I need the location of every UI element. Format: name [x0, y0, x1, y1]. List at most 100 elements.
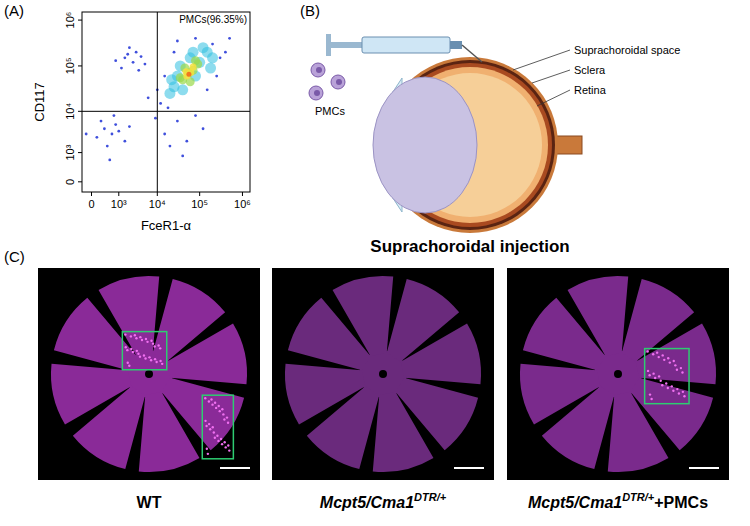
point [228, 37, 231, 40]
mast-cell [141, 339, 143, 341]
point [198, 42, 209, 53]
retina-label: WT [137, 494, 162, 511]
x-tick [91, 192, 92, 196]
point [190, 63, 197, 70]
label-base: Mcpt5/Cma1 [528, 494, 622, 511]
y-tick-label: 10⁵ [64, 58, 76, 75]
point [111, 133, 114, 136]
mast-cell [207, 453, 209, 455]
cell-nucleus [316, 67, 322, 73]
cell-nucleus [336, 79, 342, 85]
retina-flatmount [51, 276, 247, 472]
scale-bar [454, 467, 484, 469]
mast-cell [215, 407, 217, 409]
mast-cell [661, 354, 663, 356]
mast-cell [154, 358, 156, 360]
cells-label: PMCs [315, 105, 345, 117]
x-tick [157, 192, 158, 196]
plunger-handle [326, 34, 331, 56]
point [123, 56, 126, 59]
mast-cell [155, 361, 157, 363]
label-base: Mcpt5/Cma1 [320, 494, 414, 511]
mast-cell [221, 443, 223, 445]
y-tick [78, 152, 82, 153]
mast-cell [682, 391, 684, 393]
mast-cell [223, 418, 225, 420]
mast-cell [667, 357, 669, 359]
cell [311, 63, 325, 77]
mast-cell [126, 349, 128, 351]
point [154, 117, 157, 120]
mast-cell [646, 350, 648, 352]
mast-cell [663, 359, 665, 361]
y-tick-label: 10⁴ [64, 103, 76, 120]
point [128, 125, 131, 128]
x-tick [242, 192, 243, 196]
y-tick [78, 20, 82, 21]
x-tick-label: 10⁴ [149, 198, 166, 210]
mast-cell [225, 446, 227, 448]
x-tick-label: 10⁵ [191, 198, 208, 210]
mast-cell [214, 402, 216, 404]
mast-cell [667, 387, 669, 389]
mast-cell [212, 426, 214, 428]
y-tick-label: 0 [64, 179, 76, 185]
mast-cell [669, 361, 671, 363]
image-ground [507, 268, 729, 480]
gate-line [157, 12, 158, 192]
panel-letter: (A) [4, 2, 24, 19]
y-tick-label: 10⁶ [64, 12, 76, 29]
point [114, 123, 117, 126]
diagram-title: Suprachoroidal injection [370, 237, 569, 256]
mast-cell [210, 398, 212, 400]
mast-cell [649, 393, 651, 395]
mast-cell [153, 345, 155, 347]
point [186, 72, 191, 77]
point [207, 52, 218, 63]
point [211, 43, 214, 46]
layer-label: Retina [574, 84, 607, 96]
figure: 010³10⁴10⁵10⁶010³10⁴10⁵10⁶FceR1-αCD117PM… [0, 0, 750, 526]
point [205, 63, 216, 74]
mast-cell [213, 431, 215, 433]
mast-cell [148, 356, 150, 358]
point [202, 127, 205, 130]
optic-disc [379, 370, 387, 378]
image-ground [38, 268, 260, 480]
point [173, 51, 176, 54]
mast-cell [130, 348, 132, 350]
point [219, 56, 222, 59]
mast-cell [209, 428, 211, 430]
mast-cell [673, 360, 675, 362]
point [140, 55, 143, 58]
needle [462, 45, 482, 62]
point [128, 46, 131, 49]
point [194, 114, 197, 117]
mast-cell [671, 385, 673, 387]
layer-label: Sclera [574, 64, 606, 76]
point [114, 59, 117, 62]
mast-cell [227, 422, 229, 424]
point [147, 96, 150, 99]
panel-letter: (B) [300, 2, 320, 19]
label-sup: DTR/+ [622, 491, 655, 503]
mast-cell [227, 444, 229, 446]
label-sup: DTR/+ [414, 491, 447, 503]
label-base: WT [137, 494, 162, 511]
gate-annotation: PMCs(96.35%) [179, 14, 247, 25]
mast-cell [139, 355, 141, 357]
panel-letter: (C) [4, 248, 25, 265]
point [224, 51, 227, 54]
retina-label: Mcpt5/Cma1DTR/++PMCs [528, 491, 708, 511]
mast-cell [652, 353, 654, 355]
x-tick-label: 10³ [111, 198, 127, 210]
point [188, 47, 199, 58]
point [85, 133, 88, 136]
scale-bar [689, 467, 719, 469]
point [113, 114, 116, 117]
mast-cell [161, 363, 163, 365]
mast-cell [221, 408, 223, 410]
diagram: PMCsSuprachoroidal spaceScleraRetinaSupr… [309, 34, 680, 256]
point [215, 75, 218, 78]
x-tick [118, 192, 119, 196]
